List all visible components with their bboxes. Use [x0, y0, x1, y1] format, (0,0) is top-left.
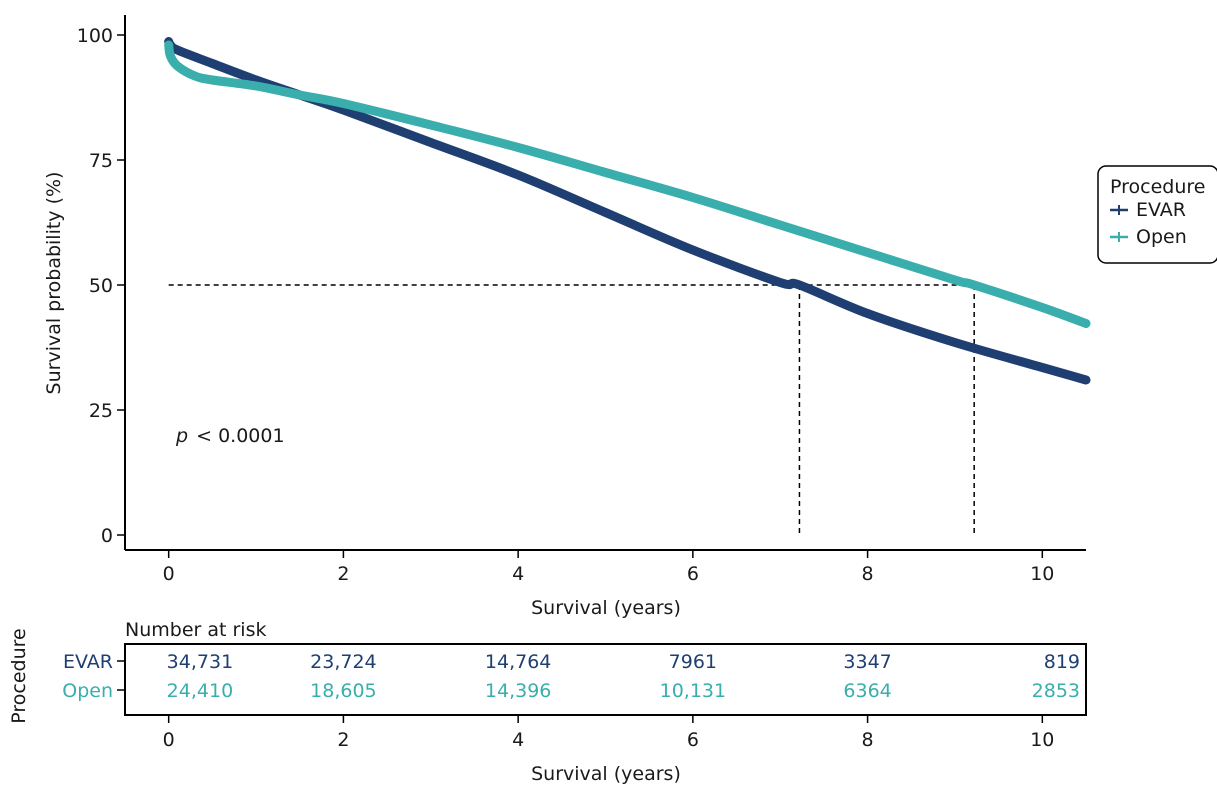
risk-row-label: EVAR	[63, 651, 113, 673]
p-value-annotation: p < 0.0001	[175, 425, 285, 447]
risk-table-box	[124, 643, 1087, 716]
x-tick-label: 6	[687, 563, 699, 585]
risk-row-label: Open	[62, 680, 113, 702]
risk-cell: 23,724	[310, 651, 376, 673]
legend-box	[1097, 165, 1217, 264]
y-tick-label: 75	[89, 150, 113, 172]
y-tick-label: 25	[89, 400, 113, 422]
risk-x-tick-label: 10	[1030, 729, 1054, 751]
risk-x-tick-label: 4	[512, 729, 524, 751]
risk-table-title: Number at risk	[125, 619, 267, 641]
risk-x-tick-label: 0	[163, 729, 175, 751]
risk-x-axis-title: Survival (years)	[531, 763, 681, 785]
y-tick-label: 0	[101, 525, 113, 547]
p-value-text: < 0.0001	[196, 425, 284, 447]
risk-cell: 24,410	[167, 680, 233, 702]
risk-x-tick-label: 2	[337, 729, 349, 751]
risk-cell: 34,731	[167, 651, 233, 673]
risk-rows: EVAR 34,731 23,724 14,764 7961 3347 819 Open 24,…	[62, 651, 1080, 702]
x-tick-label: 0	[163, 563, 175, 585]
risk-x-tick-label: 8	[862, 729, 874, 751]
median-lines	[168, 284, 975, 535]
y-tick-label: 50	[89, 275, 113, 297]
x-tick-label: 4	[512, 563, 524, 585]
series-lines	[164, 37, 1091, 385]
risk-table: Number at risk Procedure EVAR 34,731 23,72…	[8, 619, 1087, 785]
x-tick-label: 10	[1030, 563, 1054, 585]
risk-cell: 14,396	[485, 680, 551, 702]
y-axis-title: Survival probability (%)	[43, 172, 65, 395]
x-tick-label: 8	[862, 563, 874, 585]
legend-label-evar: EVAR	[1136, 199, 1186, 221]
risk-cell: 6364	[843, 680, 891, 702]
risk-cell: 18,605	[310, 680, 376, 702]
risk-cell: 10,131	[660, 680, 726, 702]
y-tick-label: 100	[77, 25, 113, 47]
risk-cell: 2853	[1032, 680, 1080, 702]
x-ticks: 0 2 4 6 8 10	[163, 550, 1054, 585]
risk-cell: 819	[1044, 651, 1080, 673]
legend-items: EVAR Open	[1110, 199, 1187, 248]
p-value-prefix: p	[175, 425, 188, 447]
risk-cell: 14,764	[485, 651, 551, 673]
x-axis-title: Survival (years)	[531, 597, 681, 619]
series-line-open	[164, 40, 1091, 328]
risk-x-tick-label: 6	[687, 729, 699, 751]
main-plot: 0 25 50 75 100 0 2 4 6 8 10 Survival probability …	[43, 15, 1091, 619]
y-ticks: 0 25 50 75 100	[77, 25, 125, 547]
risk-cell: 7961	[669, 651, 717, 673]
risk-x-ticks: 0 2 4 6 8 10	[163, 715, 1054, 751]
legend: Procedure EVAR Open	[1097, 165, 1217, 264]
x-tick-label: 2	[337, 563, 349, 585]
legend-title: Procedure	[1110, 176, 1205, 198]
series-line-evar	[164, 37, 1091, 385]
legend-label-open: Open	[1136, 226, 1187, 248]
risk-cell: 3347	[843, 651, 891, 673]
risk-table-ylabel: Procedure	[8, 628, 30, 723]
